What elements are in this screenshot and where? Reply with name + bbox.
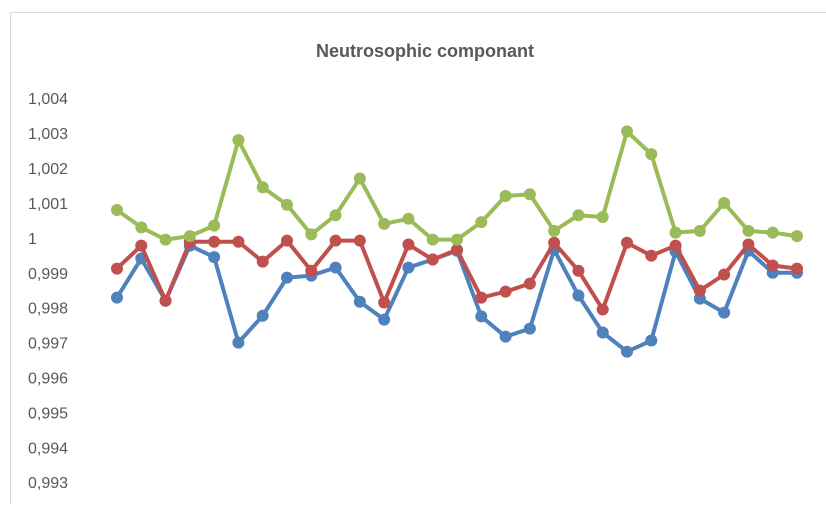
y-tick-label: 0,995 bbox=[28, 405, 68, 422]
point bbox=[208, 251, 220, 263]
point bbox=[500, 190, 512, 202]
point bbox=[354, 296, 366, 308]
point bbox=[718, 197, 730, 209]
point bbox=[597, 303, 609, 315]
point bbox=[402, 239, 414, 251]
point bbox=[572, 209, 584, 221]
point bbox=[184, 230, 196, 242]
y-tick-label: 0,996 bbox=[28, 370, 68, 387]
point bbox=[451, 234, 463, 246]
point bbox=[548, 225, 560, 237]
point bbox=[597, 326, 609, 338]
point bbox=[160, 295, 172, 307]
chart-title: Neutrosophic componant bbox=[316, 41, 534, 61]
point bbox=[378, 218, 390, 230]
point bbox=[135, 240, 147, 252]
point bbox=[718, 307, 730, 319]
y-tick-label: 1,004 bbox=[28, 91, 68, 108]
point bbox=[402, 262, 414, 274]
point bbox=[548, 237, 560, 249]
y-tick-label: 0,994 bbox=[28, 440, 68, 457]
point bbox=[621, 346, 633, 358]
point bbox=[524, 188, 536, 200]
point bbox=[402, 213, 414, 225]
y-tick-label: 1,001 bbox=[28, 196, 68, 213]
y-tick-label: 0,998 bbox=[28, 301, 68, 318]
point bbox=[791, 230, 803, 242]
point bbox=[767, 259, 779, 271]
point bbox=[500, 286, 512, 298]
point bbox=[670, 227, 682, 239]
point bbox=[111, 292, 123, 304]
point bbox=[281, 199, 293, 211]
point bbox=[111, 204, 123, 216]
point bbox=[160, 234, 172, 246]
chart-border bbox=[11, 13, 826, 506]
point bbox=[475, 310, 487, 322]
y-tick-label: 0,993 bbox=[28, 475, 68, 492]
point bbox=[791, 263, 803, 275]
point bbox=[427, 254, 439, 266]
point bbox=[572, 265, 584, 277]
point bbox=[742, 225, 754, 237]
point bbox=[718, 269, 730, 281]
point bbox=[281, 235, 293, 247]
point bbox=[208, 236, 220, 248]
point bbox=[135, 221, 147, 233]
point bbox=[645, 250, 657, 262]
point bbox=[694, 285, 706, 297]
point bbox=[524, 278, 536, 290]
point bbox=[378, 296, 390, 308]
y-tick-label: 0,999 bbox=[28, 266, 68, 283]
y-tick-label: 1,003 bbox=[28, 126, 68, 143]
point bbox=[500, 331, 512, 343]
point bbox=[257, 310, 269, 322]
point bbox=[257, 181, 269, 193]
point bbox=[767, 227, 779, 239]
point bbox=[621, 237, 633, 249]
point bbox=[645, 148, 657, 160]
point bbox=[111, 263, 123, 275]
point bbox=[305, 228, 317, 240]
point bbox=[330, 262, 342, 274]
point bbox=[354, 235, 366, 247]
point bbox=[597, 211, 609, 223]
point bbox=[378, 314, 390, 326]
y-tick-label: 0,997 bbox=[28, 336, 68, 353]
point bbox=[475, 216, 487, 228]
point bbox=[475, 292, 487, 304]
y-tick-label: 1 bbox=[28, 231, 37, 248]
y-tick-label: 1,002 bbox=[28, 161, 68, 178]
point bbox=[742, 239, 754, 251]
point bbox=[524, 323, 536, 335]
point bbox=[305, 265, 317, 277]
point bbox=[330, 235, 342, 247]
point bbox=[572, 289, 584, 301]
point bbox=[354, 173, 366, 185]
point bbox=[645, 335, 657, 347]
point bbox=[670, 240, 682, 252]
point bbox=[694, 225, 706, 237]
point bbox=[257, 256, 269, 268]
point bbox=[208, 220, 220, 232]
point bbox=[621, 125, 633, 137]
point bbox=[232, 134, 244, 146]
point bbox=[330, 209, 342, 221]
point bbox=[232, 236, 244, 248]
point bbox=[232, 337, 244, 349]
point bbox=[427, 234, 439, 246]
point bbox=[281, 272, 293, 284]
